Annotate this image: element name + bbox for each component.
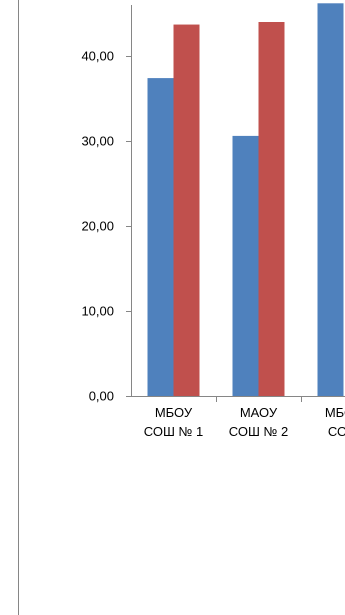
x-tick-layer: МБОУ СОШ № 1 МАОУ СОШ № 2 МБОУ СОШ	[144, 396, 345, 439]
bar-series1-category1	[147, 78, 174, 396]
x-tick-label: МАОУ	[240, 405, 278, 420]
axis-layer	[131, 5, 345, 397]
y-tick-label: 20,00	[81, 219, 114, 234]
bars-layer	[147, 3, 344, 397]
bar-series2-category1	[173, 24, 200, 397]
y-tick-label: 30,00	[81, 134, 114, 149]
x-tick-label: СОШ № 2	[229, 424, 289, 439]
bar-series2-category2	[258, 22, 285, 396]
bar-series1-category2	[232, 135, 259, 396]
bar-series1-category3	[317, 3, 344, 397]
x-tick-label: СОШ № 1	[144, 424, 204, 439]
y-tick-label: 0,00	[89, 389, 114, 404]
x-tick-label: МБОУ	[325, 405, 345, 420]
y-tick-layer: 0,00 10,00 20,00 30,00 40,00	[81, 49, 131, 404]
y-tick-label: 40,00	[81, 49, 114, 64]
x-tick-label: МБОУ	[155, 405, 193, 420]
x-tick-label: СОШ	[328, 424, 345, 439]
y-tick-label: 10,00	[81, 304, 114, 319]
